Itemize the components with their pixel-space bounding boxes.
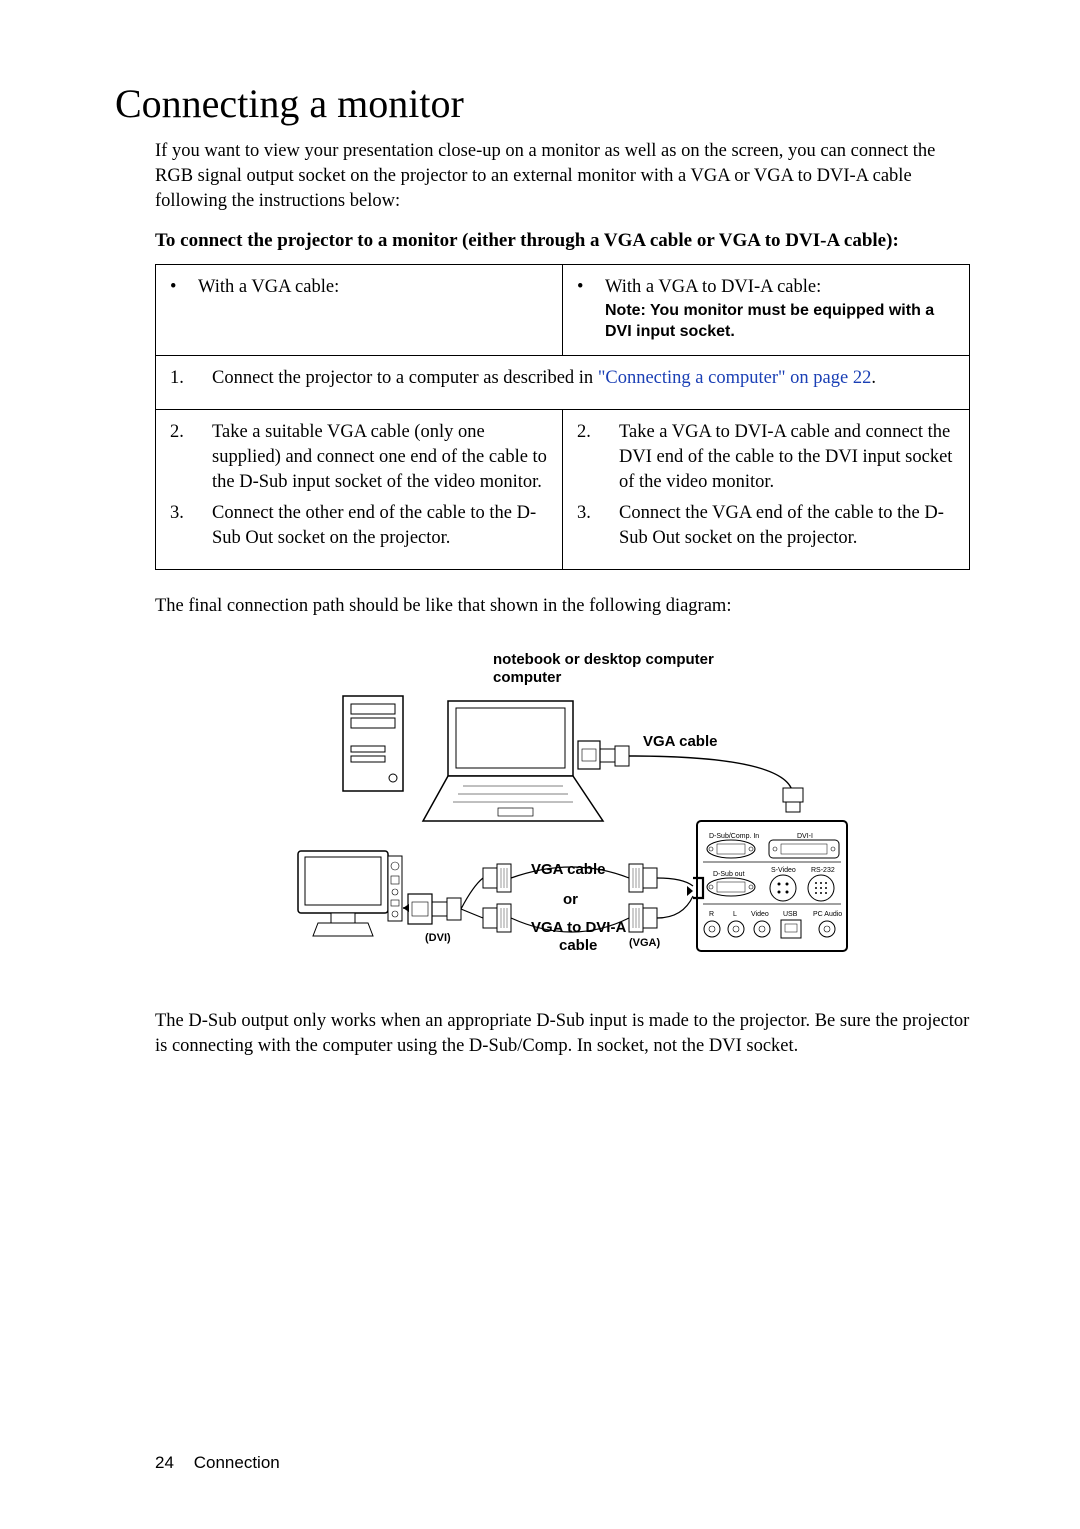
cable-plug-icon xyxy=(483,904,511,932)
intro-paragraph: If you want to view your presentation cl… xyxy=(155,139,970,214)
svg-text:RS-232: RS-232 xyxy=(811,867,835,874)
step-number: 3. xyxy=(577,501,619,551)
connection-diagram: notebook or desktop computer computer VG… xyxy=(273,646,853,981)
svg-text:Video: Video xyxy=(751,911,769,918)
monitor-icon xyxy=(298,851,402,936)
svg-text:computer: computer xyxy=(493,669,562,686)
cross-reference-link[interactable]: "Connecting a computer" on page 22 xyxy=(598,368,872,388)
svg-text:cable: cable xyxy=(559,937,597,954)
svg-text:S-Video: S-Video xyxy=(771,867,796,874)
diagram-label: or xyxy=(563,891,578,908)
diagram-label: VGA to DVI-A xyxy=(531,919,626,936)
page-footer: 24 Connection xyxy=(155,1453,280,1473)
bullet-icon: • xyxy=(577,275,605,300)
svg-text:PC Audio: PC Audio xyxy=(813,911,842,918)
laptop-icon xyxy=(423,701,603,821)
step-number: 2. xyxy=(577,420,619,495)
right-note: Note: You monitor must be equipped with … xyxy=(577,300,955,343)
svg-text:D-Sub/Comp. In: D-Sub/Comp. In xyxy=(709,833,759,840)
subheading: To connect the projector to a monitor (e… xyxy=(155,228,970,254)
diagram-label: (DVI) xyxy=(425,932,451,944)
svg-text:USB: USB xyxy=(783,911,798,918)
cable-plug-icon xyxy=(629,904,657,932)
desktop-icon xyxy=(343,696,403,791)
step-1-text: Connect the projector to a computer as d… xyxy=(212,366,955,391)
page-number: 24 xyxy=(155,1453,189,1473)
cable-plug-icon xyxy=(629,864,657,892)
final-paragraph: The final connection path should be like… xyxy=(155,594,970,619)
diagram-label: notebook or desktop computer xyxy=(493,651,714,668)
closing-paragraph: The D-Sub output only works when an appr… xyxy=(155,1009,970,1059)
bullet-icon: • xyxy=(170,275,198,300)
left-step-2: Take a suitable VGA cable (only one supp… xyxy=(212,420,548,495)
svg-text:L: L xyxy=(733,911,737,918)
step-number: 3. xyxy=(170,501,212,551)
step-number: 2. xyxy=(170,420,212,495)
page-title: Connecting a monitor xyxy=(115,80,970,127)
right-header: With a VGA to DVI-A cable: xyxy=(605,275,821,300)
instruction-table: • With a VGA cable: • With a VGA to DVI-… xyxy=(155,264,970,570)
step-number: 1. xyxy=(170,366,212,391)
left-header: With a VGA cable: xyxy=(198,275,339,300)
diagram-label: VGA cable xyxy=(643,733,717,750)
svg-text:DVI-I: DVI-I xyxy=(797,833,813,840)
vga-connector-icon xyxy=(578,741,629,769)
projector-panel-icon: D-Sub/Comp. In DVI-I D-Sub out S-Video R… xyxy=(697,821,847,951)
vga-plug-icon xyxy=(783,788,803,812)
svg-text:D-Sub out: D-Sub out xyxy=(713,871,745,878)
cable-plug-icon xyxy=(483,864,511,892)
right-step-2: Take a VGA to DVI-A cable and connect th… xyxy=(619,420,955,495)
section-name: Connection xyxy=(194,1453,280,1472)
right-step-3: Connect the VGA end of the cable to the … xyxy=(619,501,955,551)
diagram-label: (VGA) xyxy=(629,937,661,949)
svg-text:R: R xyxy=(709,911,714,918)
dvi-connector-icon xyxy=(408,894,461,924)
left-step-3: Connect the other end of the cable to th… xyxy=(212,501,548,551)
